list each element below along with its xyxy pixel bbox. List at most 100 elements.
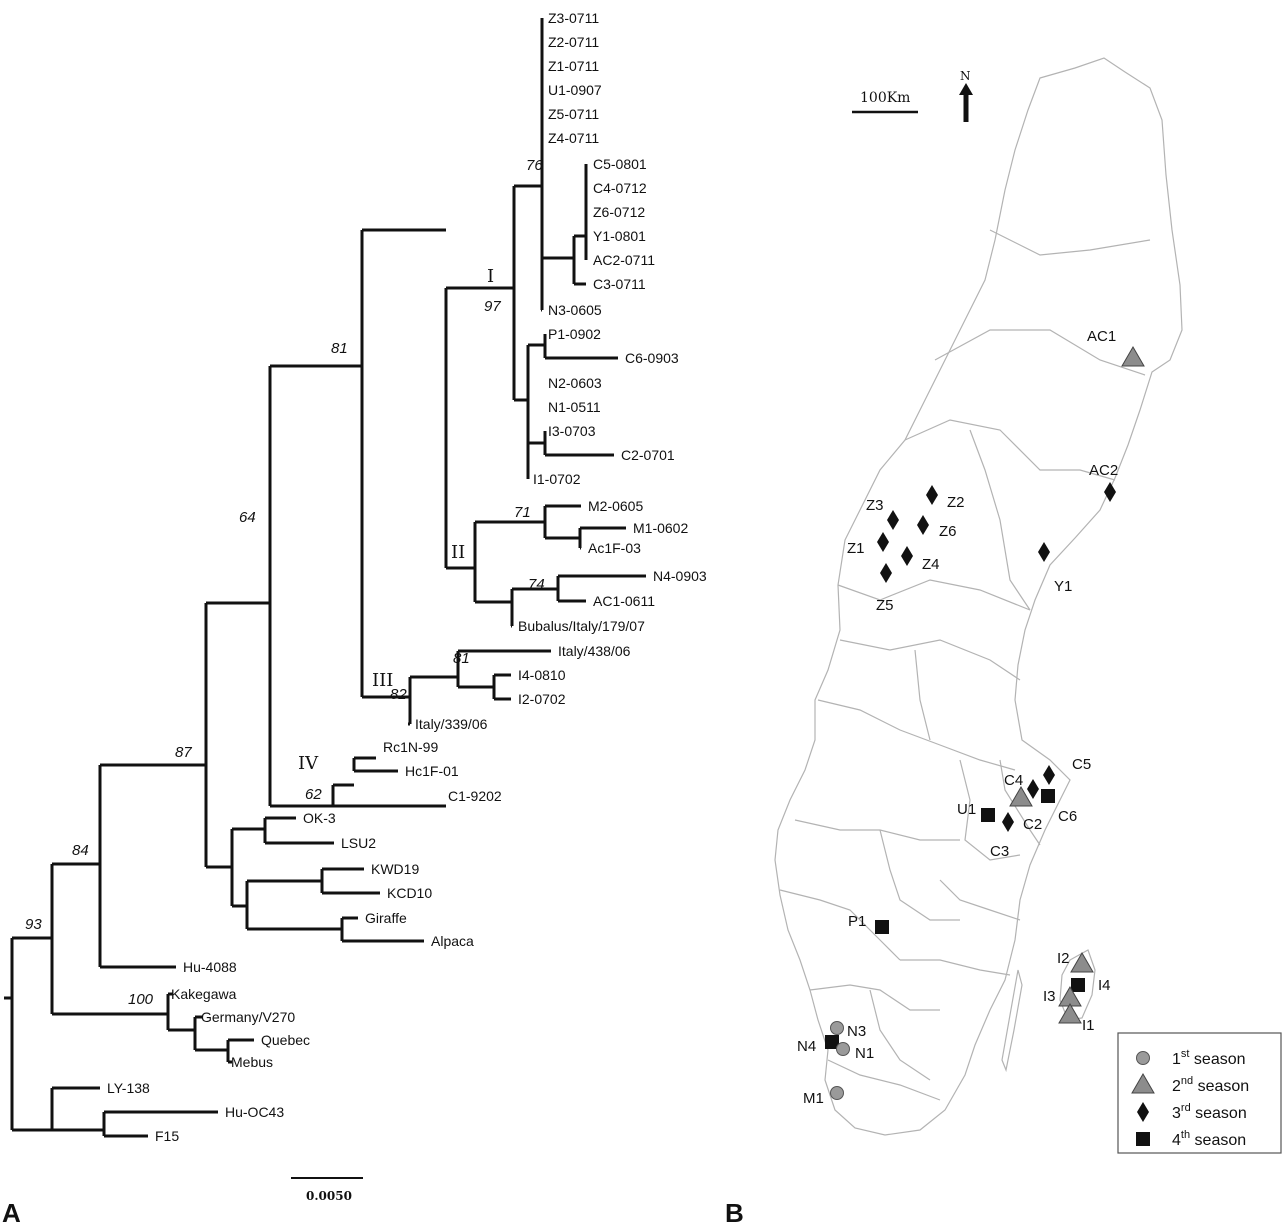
map-scale-label: 100Km xyxy=(860,90,910,106)
site-marker-c4 xyxy=(1027,779,1039,799)
bootstrap-value: 82 xyxy=(390,686,407,703)
leaf-label-z5: Z5-0711 xyxy=(548,106,599,122)
legend-symbol-circle xyxy=(1136,1051,1150,1065)
phylogenetic-tree: Z3-0711 Z2-0711 Z1-0711 U1-0907 Z5-0711 Z4-07… xyxy=(4,10,707,1203)
site-label-z4: Z4 xyxy=(922,556,940,573)
leaf-label-p1: P1-0902 xyxy=(548,326,601,342)
legend-item-3: 3rd season xyxy=(1172,1102,1247,1122)
legend-symbol-triangle xyxy=(1131,1073,1155,1094)
north-label: N xyxy=(960,69,971,83)
leaf-label-hu4088: Hu-4088 xyxy=(183,959,237,975)
legend-ordinal: st xyxy=(1181,1048,1190,1060)
north-arrow-icon xyxy=(959,83,973,122)
site-marker-n1 xyxy=(836,1042,850,1056)
clade-label-III: III xyxy=(372,670,393,691)
leaf-label-lsu2: LSU2 xyxy=(341,835,376,851)
leaf-label-m1: M1-0602 xyxy=(633,520,688,536)
leaf-label-c3: C3-0711 xyxy=(593,276,646,292)
leaf-label-n1: N1-0511 xyxy=(548,399,601,415)
site-label-i4: I4 xyxy=(1098,977,1111,994)
site-marker-ac2 xyxy=(1104,482,1116,502)
site-marker-c5 xyxy=(1043,765,1055,785)
leaf-label-it438: Italy/438/06 xyxy=(558,643,631,659)
legend-item-4: 4th season xyxy=(1172,1129,1246,1149)
site-marker-z5 xyxy=(880,563,892,583)
site-label-z6: Z6 xyxy=(939,523,957,540)
leaf-label-kcd10: KCD10 xyxy=(387,885,432,901)
leaf-label-i1: I1-0702 xyxy=(533,471,581,487)
site-marker-i4 xyxy=(1071,978,1085,992)
bootstrap-value: 87 xyxy=(175,744,192,761)
leaf-label-u1: U1-0907 xyxy=(548,82,602,98)
panel-label-a: A xyxy=(2,1198,21,1225)
site-label-c5: C5 xyxy=(1072,756,1091,773)
leaf-label-ok3: OK-3 xyxy=(303,810,336,826)
site-label-z3: Z3 xyxy=(866,497,884,514)
site-label-c4: C4 xyxy=(1004,772,1023,789)
legend-number: 2 xyxy=(1172,1078,1181,1095)
leaf-label-y1: Y1-0801 xyxy=(593,228,646,244)
leaf-label-i3: I3-0703 xyxy=(548,423,596,439)
leaf-label-c4: C4-0712 xyxy=(593,180,647,196)
site-marker-i1 xyxy=(1058,1003,1082,1024)
site-marker-y1 xyxy=(1038,542,1050,562)
legend-season-text: season xyxy=(1190,1132,1246,1149)
site-label-n4: N4 xyxy=(797,1038,816,1055)
sweden-map: 100Km N AC1 AC2 Z2 Z3 Z6 Z1 Z4 Y1 Z5 C5 C4 C2 C6 U1 C3… xyxy=(774,57,1282,1154)
site-label-c3: C3 xyxy=(990,843,1009,860)
oland-outline xyxy=(1001,969,1023,1073)
site-label-i1: I1 xyxy=(1082,1017,1095,1034)
site-label-z2: Z2 xyxy=(947,494,965,511)
gotland-outline xyxy=(1059,949,1096,1021)
site-label-c2: C2 xyxy=(1023,816,1042,833)
site-marker-z6 xyxy=(917,515,929,535)
leaf-label-giraffe: Giraffe xyxy=(365,910,407,926)
legend-ordinal: th xyxy=(1181,1129,1190,1141)
bootstrap-value: 76 xyxy=(526,157,543,174)
leaf-label-mebus: Mebus xyxy=(231,1054,273,1070)
leaf-label-f15: F15 xyxy=(155,1128,179,1144)
legend-number: 1 xyxy=(1172,1051,1181,1068)
site-label-i3: I3 xyxy=(1043,988,1056,1005)
tree-branches xyxy=(4,18,646,1138)
leaf-label-z3: Z3-0711 xyxy=(548,10,599,26)
scale-bar-label: 0.0050 xyxy=(306,1189,352,1203)
leaf-label-c5: C5-0801 xyxy=(593,156,647,172)
leaf-label-huoc43: Hu-OC43 xyxy=(225,1104,284,1120)
site-marker-m1 xyxy=(830,1086,844,1100)
legend-season-text: season xyxy=(1189,1051,1245,1068)
leaf-label-ac1: AC1-0611 xyxy=(593,593,655,609)
bootstrap-value: 84 xyxy=(72,842,89,859)
site-marker-u1 xyxy=(981,808,995,822)
leaf-label-rc1n: Rc1N-99 xyxy=(383,739,438,755)
leaf-label-bub: Bubalus/Italy/179/07 xyxy=(518,618,645,634)
site-label-z1: Z1 xyxy=(847,540,865,557)
site-marker-z4 xyxy=(901,546,913,566)
leaf-label-z6: Z6-0712 xyxy=(593,204,645,220)
legend-item-1: 1st season xyxy=(1172,1048,1246,1068)
leaf-label-n2: N2-0603 xyxy=(548,375,602,391)
county-borders xyxy=(779,229,1151,1101)
leaf-label-hc1f: Hc1F-01 xyxy=(405,763,459,779)
site-label-c6: C6 xyxy=(1058,808,1077,825)
leaf-label-kakegawa: Kakegawa xyxy=(171,986,237,1002)
site-marker-c3 xyxy=(1002,812,1014,832)
leaf-label-z2: Z2-0711 xyxy=(548,34,599,50)
leaf-label-z4: Z4-0711 xyxy=(548,130,599,146)
bootstrap-value: 62 xyxy=(305,786,322,803)
legend-number: 3 xyxy=(1172,1105,1181,1122)
leaf-label-kwd19: KWD19 xyxy=(371,861,419,877)
leaf-label-c6: C6-0903 xyxy=(625,350,679,366)
site-label-u1: U1 xyxy=(957,801,976,818)
bootstrap-value: 93 xyxy=(25,916,42,933)
leaf-label-ly138: LY-138 xyxy=(107,1080,150,1096)
site-label-m1: M1 xyxy=(803,1090,824,1107)
bootstrap-value: 64 xyxy=(239,509,256,526)
site-marker-z2 xyxy=(926,485,938,505)
bootstrap-value: 74 xyxy=(528,576,545,593)
bootstrap-value: 97 xyxy=(484,298,501,315)
site-label-ac1: AC1 xyxy=(1087,328,1116,345)
leaf-label-ac1f: Ac1F-03 xyxy=(588,540,641,556)
leaf-label-it339: Italy/339/06 xyxy=(415,716,488,732)
